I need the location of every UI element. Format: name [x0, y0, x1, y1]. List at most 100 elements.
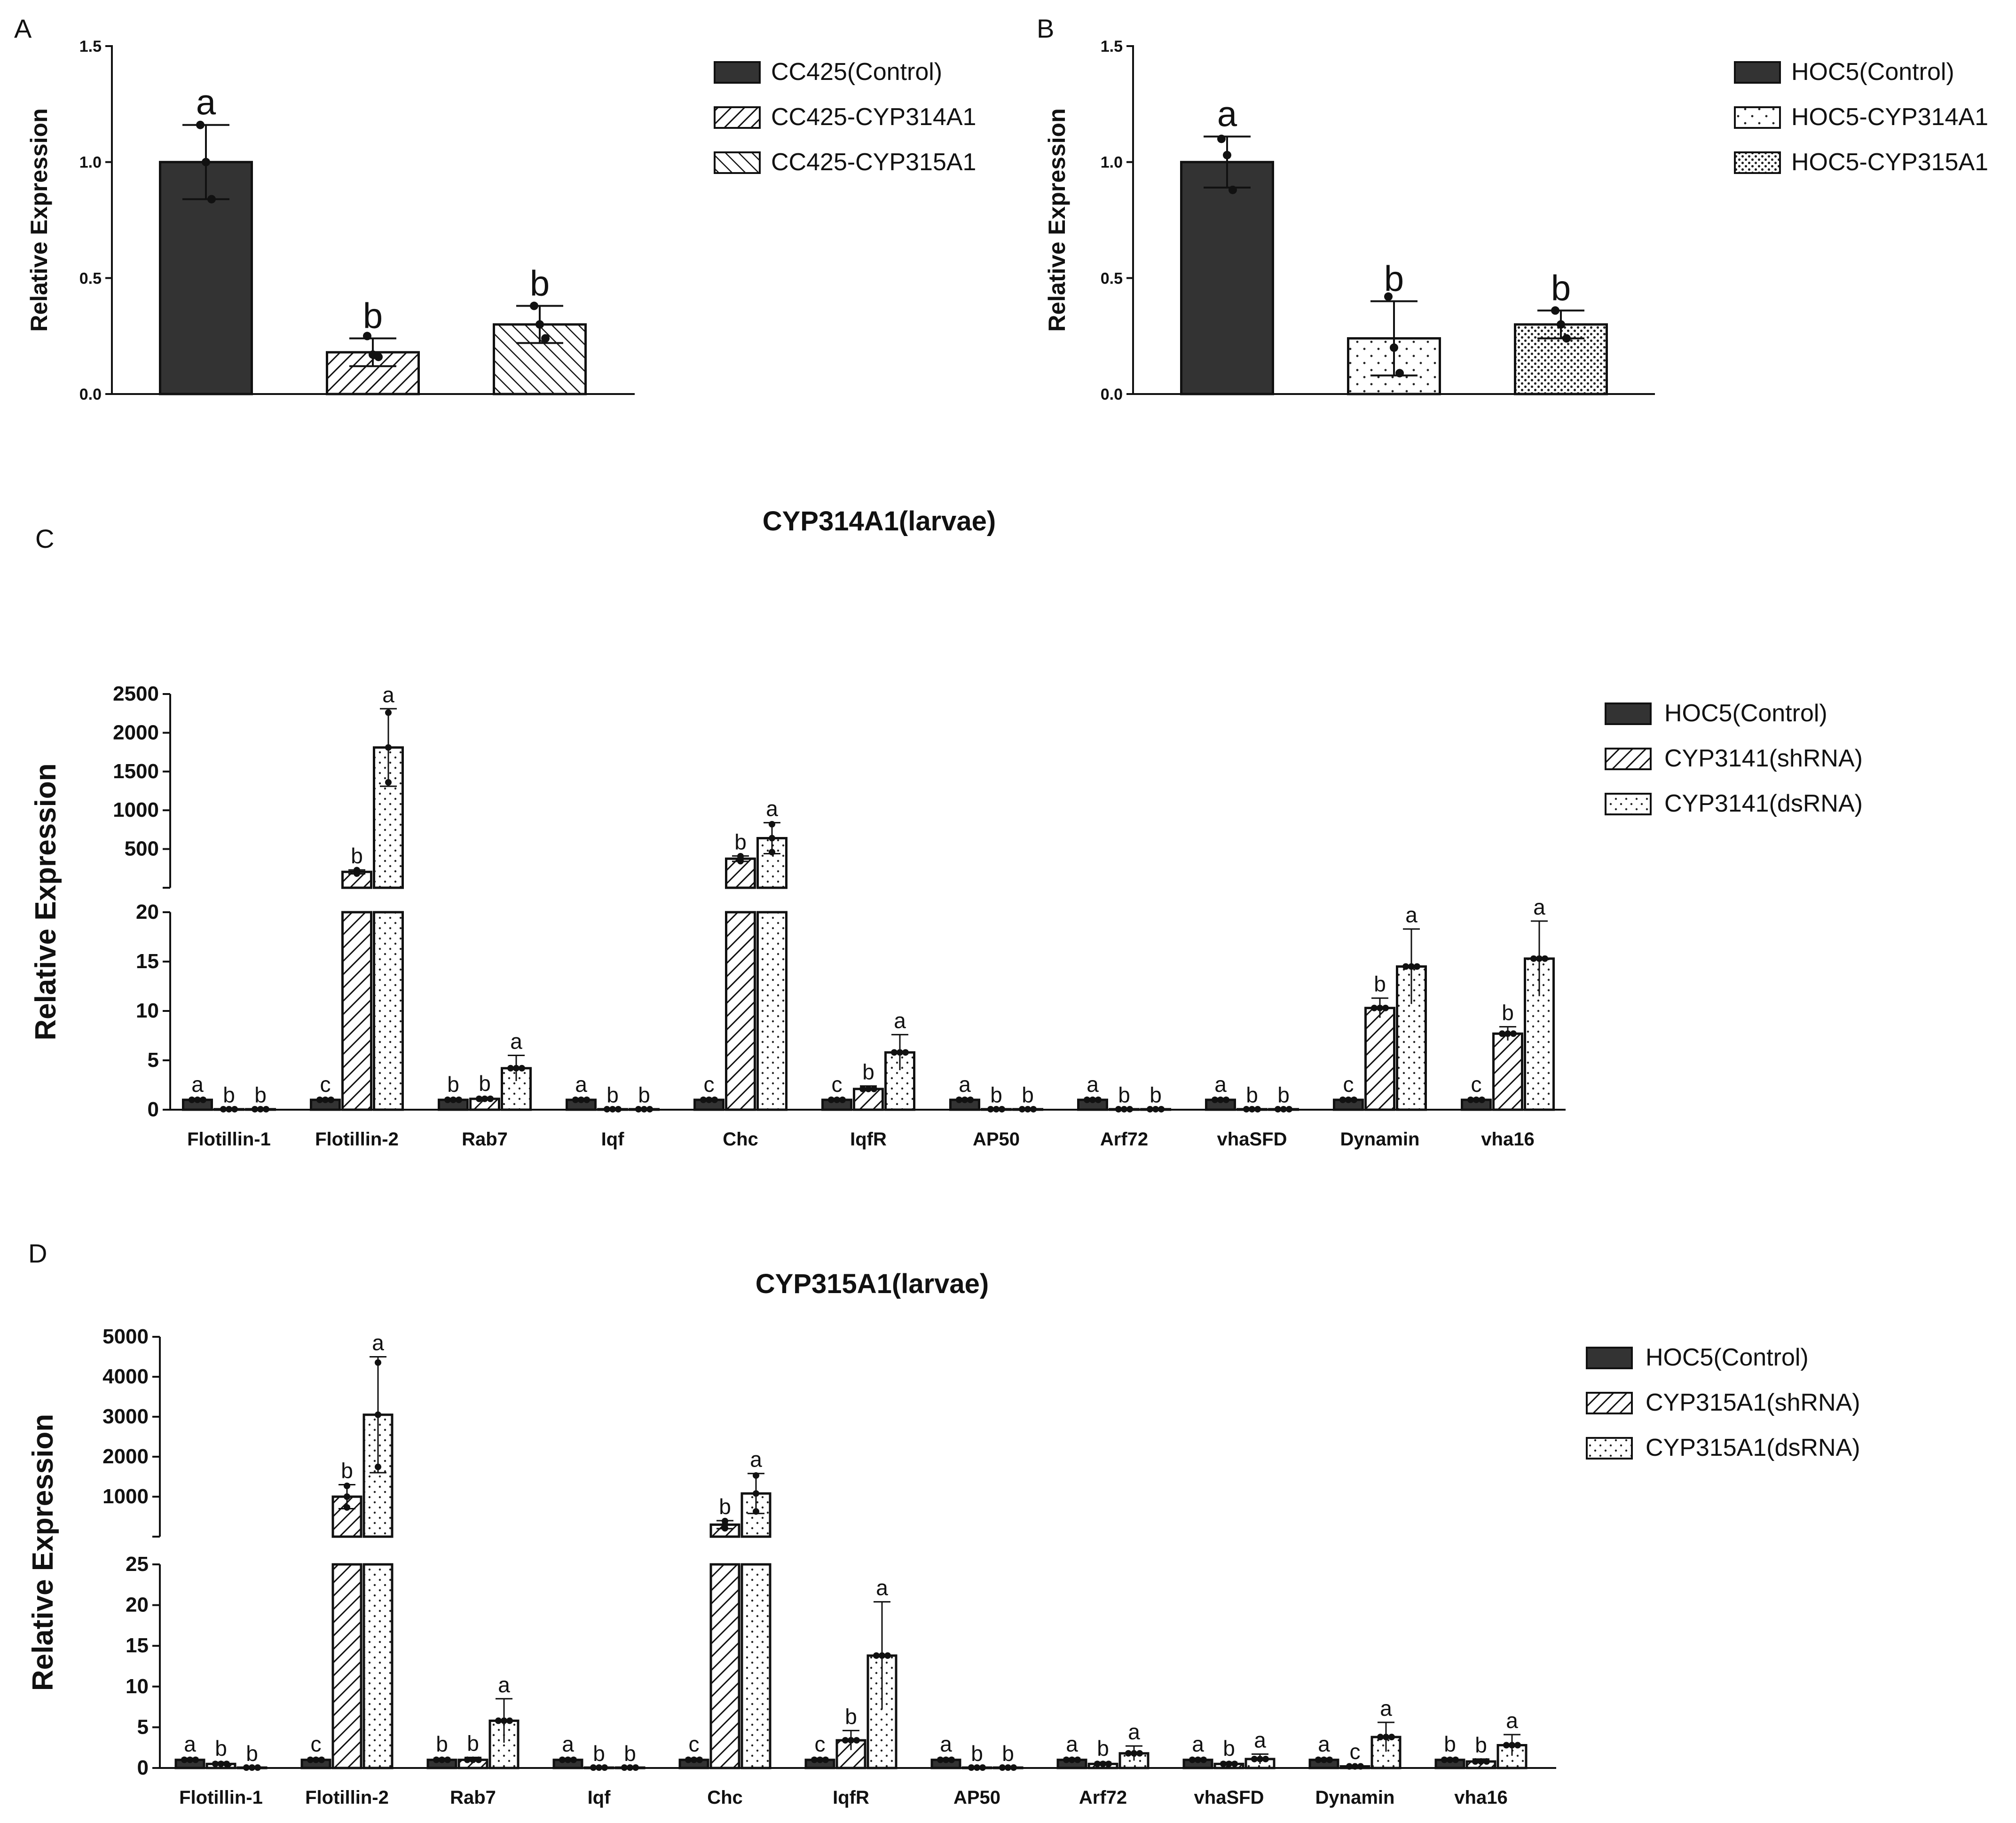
- significance-letter: c: [1343, 1072, 1354, 1097]
- data-point: [1226, 1760, 1232, 1768]
- data-point: [375, 1463, 381, 1470]
- data-point: [1390, 343, 1398, 352]
- data-point: [1479, 1097, 1485, 1103]
- data-point: [1402, 963, 1409, 970]
- data-point: [961, 1097, 968, 1103]
- legend-swatch-cyp3141-shrna: [1605, 748, 1652, 770]
- significance-letter: b: [1384, 259, 1404, 299]
- data-point: [871, 1085, 877, 1092]
- data-point: [559, 1756, 566, 1763]
- significance-letter: b: [862, 1060, 874, 1084]
- data-point: [223, 1760, 230, 1768]
- data-point: [318, 1756, 325, 1763]
- legend-swatch-cyp315a1-shrna: [1586, 1392, 1633, 1414]
- data-point: [700, 1097, 707, 1103]
- significance-letter: a: [184, 1732, 196, 1756]
- significance-letter: b: [1277, 1083, 1290, 1107]
- legend-label-cc425-cyp315a1: CC425-CYP315A1: [771, 149, 976, 176]
- data-point: [1131, 1750, 1137, 1757]
- data-point: [583, 1097, 590, 1103]
- data-point: [194, 1097, 201, 1103]
- data-point: [506, 1717, 513, 1724]
- significance-letter: b: [1246, 1083, 1258, 1107]
- data-point: [1220, 1760, 1227, 1768]
- data-point: [1069, 1756, 1075, 1763]
- legend-swatch-cc425-cyp315a1: [714, 151, 761, 174]
- y-tick-label: 10: [136, 999, 159, 1022]
- significance-letter: a: [191, 1072, 204, 1097]
- data-point: [1345, 1097, 1352, 1103]
- y-tick-label: 2000: [113, 721, 159, 744]
- data-point: [1408, 963, 1415, 970]
- significance-letter: a: [382, 682, 394, 707]
- significance-letter: a: [1380, 1696, 1392, 1720]
- y-tick-label: 0.5: [1101, 269, 1123, 287]
- data-point: [307, 1756, 314, 1763]
- data-point: [1019, 1105, 1025, 1113]
- data-point: [1315, 1756, 1322, 1763]
- data-point: [1503, 1742, 1510, 1749]
- data-point: [519, 1065, 525, 1072]
- legend-label-cyp3141-shrna: CYP3141(shRNA): [1664, 745, 1863, 772]
- data-point: [189, 1097, 195, 1103]
- data-point: [1200, 1756, 1207, 1763]
- x-tick-label-dynamin: Dynamin: [1340, 1129, 1420, 1150]
- data-point: [1352, 1763, 1358, 1770]
- panel-letter-c: C: [35, 524, 54, 553]
- data-point: [1536, 955, 1543, 962]
- data-point: [1357, 1763, 1364, 1770]
- data-point: [218, 1760, 224, 1768]
- significance-letter: b: [624, 1741, 636, 1766]
- data-point: [249, 1764, 255, 1771]
- y-tick-label: 0.0: [79, 386, 102, 403]
- x-tick-label-vhasfd: vhaSFD: [1194, 1787, 1264, 1808]
- data-point: [572, 1097, 579, 1103]
- data-point: [897, 1049, 903, 1056]
- data-point: [848, 1737, 854, 1744]
- y-tick-label: 0: [137, 1756, 149, 1779]
- data-point: [252, 1105, 258, 1113]
- x-tick-label-iqf: Iqf: [588, 1787, 611, 1808]
- data-point: [1243, 1105, 1250, 1113]
- chart-title-c: CYP314A1(larvae): [763, 506, 996, 537]
- data-point: [1251, 1755, 1258, 1762]
- data-point: [753, 1472, 759, 1479]
- data-point: [1030, 1105, 1037, 1113]
- data-point: [495, 1717, 502, 1724]
- data-point: [1189, 1756, 1196, 1763]
- data-point: [1346, 1763, 1353, 1770]
- y-tick-label: 4000: [102, 1365, 149, 1388]
- significance-letter: b: [215, 1736, 227, 1760]
- data-point: [1158, 1105, 1165, 1113]
- legend-swatch-cyp3141-dsrna: [1605, 793, 1652, 815]
- data-point: [1478, 1758, 1484, 1765]
- x-tick-label-iqfr: IqfR: [850, 1129, 887, 1150]
- data-point: [313, 1756, 319, 1763]
- data-point: [328, 1097, 334, 1103]
- data-point: [1280, 1105, 1287, 1113]
- data-point: [873, 1652, 880, 1659]
- data-point: [363, 331, 371, 340]
- data-point: [711, 1097, 718, 1103]
- data-point: [635, 1105, 642, 1113]
- x-tick-label-rab7: Rab7: [462, 1129, 508, 1150]
- significance-letter: a: [1087, 1072, 1099, 1097]
- y-axis-title: Relative Expression: [1044, 108, 1070, 331]
- data-point: [1382, 1004, 1389, 1011]
- x-tick-label-arf72: Arf72: [1100, 1129, 1148, 1150]
- x-tick-label-iqfr: IqfR: [833, 1787, 869, 1808]
- data-point: [632, 1764, 639, 1771]
- y-tick-label: 5: [148, 1049, 159, 1072]
- significance-letter: b: [246, 1741, 258, 1766]
- data-point: [1095, 1097, 1102, 1103]
- y-tick-label: 1.5: [79, 38, 102, 55]
- data-point: [1339, 1097, 1346, 1103]
- data-point: [456, 1097, 462, 1103]
- significance-letter: b: [254, 1083, 267, 1107]
- data-point: [696, 1756, 703, 1763]
- legend-label-hoc5-cyp314a1: HOC5-CYP314A1: [1791, 103, 1988, 131]
- significance-letter: c: [815, 1732, 826, 1756]
- data-point: [1257, 1755, 1263, 1762]
- data-point: [1024, 1105, 1031, 1113]
- significance-letter: a: [1192, 1732, 1204, 1756]
